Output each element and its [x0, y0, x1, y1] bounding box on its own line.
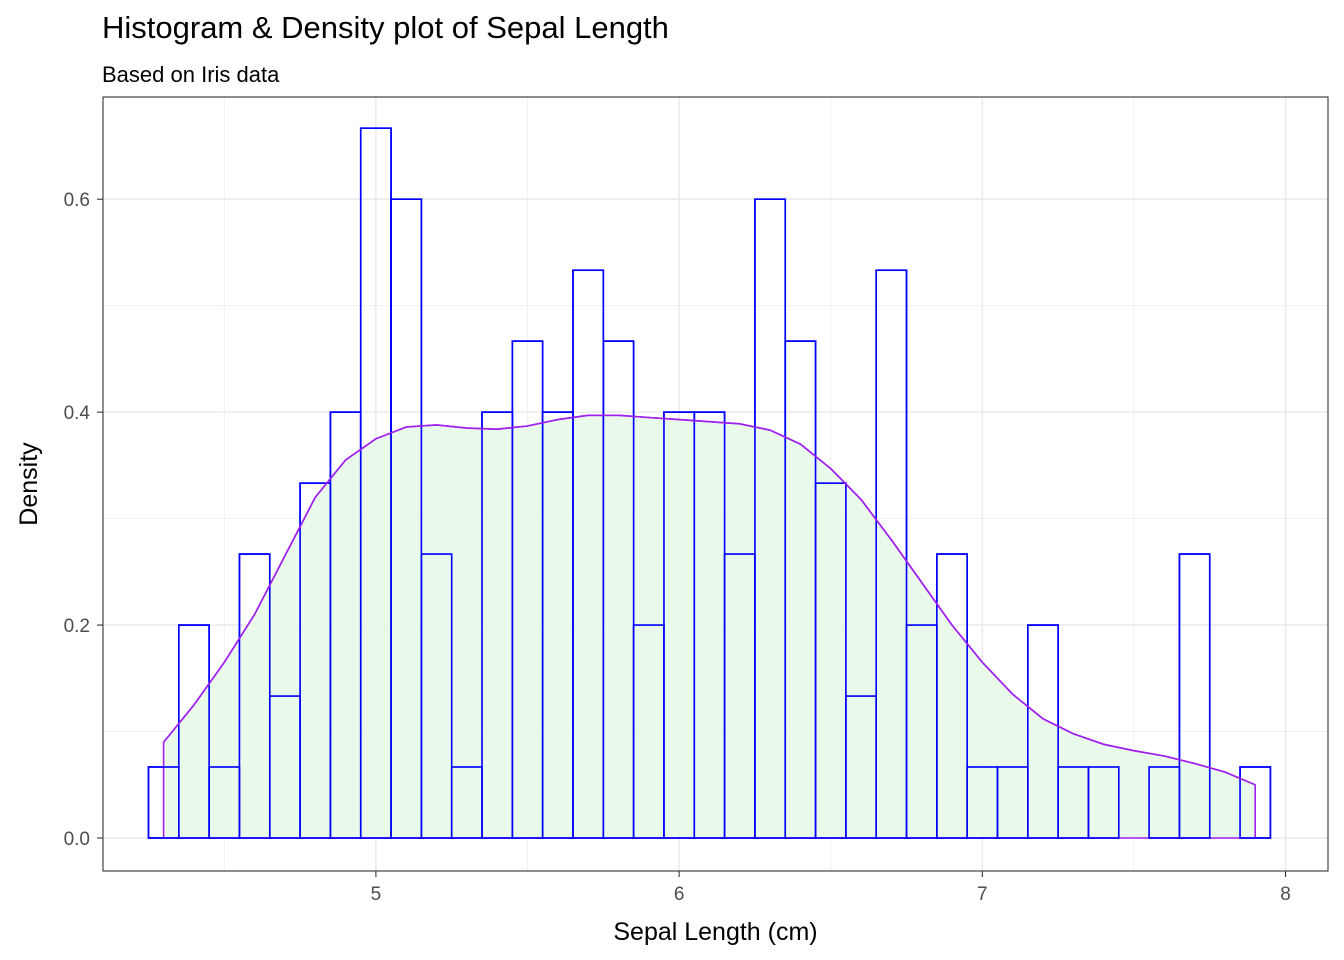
density-area — [163, 415, 1256, 838]
y-tick-label: 0.6 — [64, 190, 90, 211]
x-tick-label: 7 — [977, 884, 988, 905]
x-axis-title: Sepal Length (cm) — [613, 918, 817, 946]
histogram-bar-outline — [1087, 766, 1120, 839]
histogram-bar-outline — [936, 553, 968, 839]
y-axis-ticks: 0.0 0.2 0.4 0.6 — [64, 190, 103, 850]
histogram-bar-outline — [1027, 624, 1059, 839]
chart-subtitle: Based on Iris data — [102, 62, 280, 87]
density-curve — [147, 127, 1272, 839]
histogram-bar-outline — [602, 340, 635, 839]
histogram-bar-outline — [178, 624, 210, 839]
density-curve-line — [162, 414, 1256, 786]
x-axis-ticks: 5 6 7 8 — [371, 871, 1291, 905]
histogram-bar-outline — [814, 482, 847, 839]
histogram-bar-outline — [420, 553, 453, 839]
y-tick-label: 0.0 — [64, 829, 90, 850]
y-tick-label: 0.2 — [64, 616, 90, 637]
histogram-bar-outline — [875, 269, 908, 839]
chart-title: Histogram & Density plot of Sepal Length — [102, 10, 669, 45]
y-tick-label: 0.4 — [64, 403, 91, 424]
y-axis-title: Density — [15, 442, 43, 526]
histogram-bar-outline — [1239, 766, 1272, 839]
x-tick-label: 5 — [371, 884, 382, 905]
histogram-bar-outline — [390, 198, 423, 839]
panel-border — [102, 96, 1329, 872]
x-tick-label: 6 — [674, 884, 685, 905]
histogram-bar-outline — [1178, 553, 1211, 839]
x-tick-label: 8 — [1280, 884, 1291, 905]
